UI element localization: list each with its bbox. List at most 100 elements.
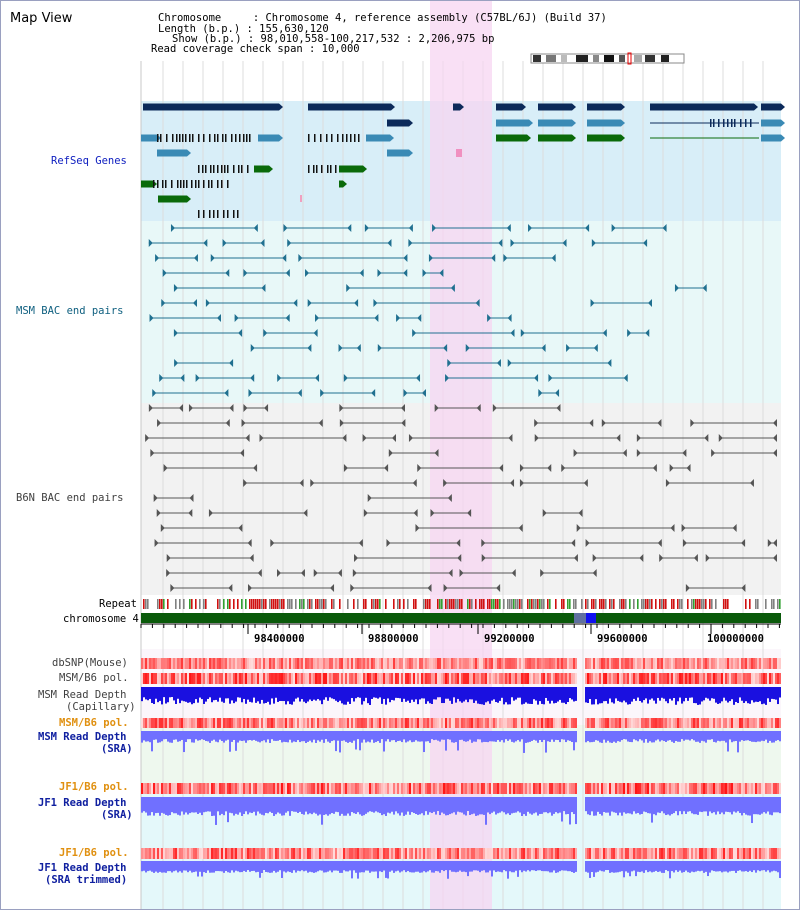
gene-exon [308,103,391,111]
read-depth-bar-sra [229,731,231,752]
jf1-trim-depth-bar [605,861,607,871]
exon-tick [326,134,328,142]
jf1-trim-depth-bar [399,861,401,873]
repeat-element [623,599,625,609]
jf1-trim-depth-bar [543,861,545,872]
repeat-element [269,599,271,609]
polymorphism-cell [279,673,281,684]
track-label-msm-bac[interactable]: MSM BAC end pairs [16,305,124,317]
exon-tick [221,165,223,173]
polymorphism-cell [395,673,397,684]
read-depth-bar-sra [149,731,151,743]
polymorphism-cell [397,848,399,859]
jf1-depth-bar [271,797,273,813]
polymorphism-cell [561,658,563,669]
polymorphism-cell [529,848,531,859]
jf1-trim-depth-bar [151,861,153,872]
read-depth-bar [151,687,153,703]
msm-bac-pair-end [503,254,508,262]
msm-bac-pair-end [374,314,379,322]
jf1-trim-depth-bar [475,861,477,871]
polymorphism-cell [359,848,361,859]
polymorphism-cell [689,718,691,728]
jf1-depth-bar [203,797,205,813]
polymorphism-cell [259,783,261,794]
polymorphism-cell [275,718,277,728]
read-depth-bar [585,687,587,703]
jf1-trim-depth-bar [413,861,415,873]
jf1-depth-bar [673,797,675,814]
polymorphism-cell [373,718,375,728]
ideogram-band [604,55,614,62]
polymorphism-cell [393,718,395,728]
jf1-trim-depth-bar [213,861,215,873]
polymorphism-cell [615,783,617,794]
polymorphism-cell [325,783,327,794]
polymorphism-cell [733,673,735,684]
polymorphism-cell [333,718,335,728]
jf1-depth-bar [197,797,199,814]
read-depth-bar [251,687,253,703]
polymorphism-cell [315,783,317,794]
jf1-trim-depth-bar [499,861,501,872]
polymorphism-cell [441,658,443,669]
polymorphism-cell [533,673,535,684]
jf1-trim-depth-bar [463,861,465,872]
polymorphism-cell [267,673,269,684]
read-depth-bar-sra [317,731,319,741]
track-label-refseq-genes[interactable]: RefSeq Genes [51,155,127,167]
read-depth-bar [463,687,465,702]
polymorphism-cell [521,673,523,684]
repeat-element [157,599,159,609]
polymorphism-cell [687,848,689,859]
polymorphism-cell [449,783,451,794]
read-depth-bar-sra [401,731,403,743]
read-depth-bar-sra [427,731,429,742]
polymorphism-cell [285,783,287,794]
polymorphism-cell [595,848,597,859]
jf1-depth-bar [403,797,405,816]
read-depth-bar-sra [549,731,551,742]
track-label-b6n-bac[interactable]: B6N BAC end pairs [16,492,124,504]
polymorphism-cell [587,658,589,669]
polymorphism-cell [317,848,319,859]
polymorphism-cell [721,673,723,684]
jf1-trim-depth-bar [691,861,693,872]
polymorphism-cell [257,718,259,728]
polymorphism-cell [387,718,389,728]
polymorphism-cell [353,848,355,859]
jf1-trim-depth-bar [715,861,717,872]
jf1-trim-depth-bar [323,861,325,873]
polymorphism-cell [463,673,465,684]
polymorphism-cell [559,718,561,728]
msm-bac-pair-end [313,329,318,337]
jf1-trim-depth-bar [249,861,251,872]
b6n-bac-pair-end [339,419,344,427]
read-depth-bar [483,687,485,705]
read-depth-bar [311,687,313,702]
read-depth-bar-sra [739,731,741,742]
polymorphism-cell [597,783,599,794]
polymorphism-cell [487,673,489,684]
polymorphism-cell [597,658,599,669]
polymorphism-cell [267,783,269,794]
msm-bac-pair-end [412,329,417,337]
polymorphism-cell [455,718,457,728]
polymorphism-cell [225,783,227,794]
polymorphism-cell [671,718,673,728]
jf1-depth-bar [669,797,671,816]
polymorphism-cell [527,658,529,669]
polymorphism-cell [315,658,317,669]
read-depth-bar-sra [537,731,539,743]
jf1-trim-depth-bar [735,861,737,873]
read-depth-bar [765,687,767,705]
polymorphism-cell [349,783,351,794]
polymorphism-cell [605,673,607,684]
polymorphism-cell [501,848,503,859]
polymorphism-cell [777,673,779,684]
polymorphism-cell [467,673,469,684]
jf1-trim-depth-bar [509,861,511,872]
read-depth-bar [715,687,717,703]
polymorphism-cell [695,783,697,794]
